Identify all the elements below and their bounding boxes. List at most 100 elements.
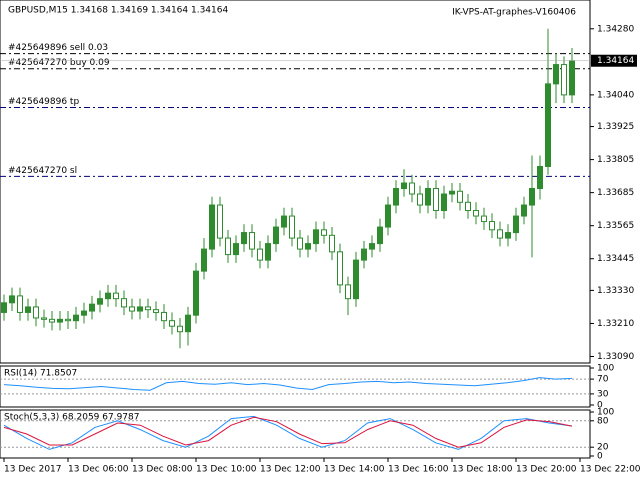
candle-body bbox=[377, 226, 383, 245]
candle-body bbox=[473, 210, 479, 217]
rsi-title: RSI(14) 71.8507 bbox=[4, 369, 77, 379]
candle-body bbox=[9, 295, 15, 304]
y-tick-label: 80 bbox=[597, 416, 609, 426]
candle-body bbox=[369, 243, 375, 250]
indicator-line bbox=[3, 377, 573, 391]
candle-body bbox=[529, 188, 535, 206]
candle-body bbox=[449, 190, 455, 195]
candle-body bbox=[505, 232, 511, 239]
candle-body bbox=[17, 295, 23, 313]
y-tick-label: 70 bbox=[597, 375, 609, 385]
candle-body bbox=[385, 204, 391, 228]
y-tick-label: 1.33210 bbox=[597, 319, 634, 329]
candle-body bbox=[481, 215, 487, 223]
current-price-label: 1.34164 bbox=[597, 56, 634, 66]
x-tick-label: 13 Dec 20:00 bbox=[516, 465, 577, 475]
candle-body bbox=[33, 306, 39, 319]
y-tick-label: 100 bbox=[597, 408, 614, 418]
y-tick-label: 1.34280 bbox=[597, 24, 634, 34]
candle-body bbox=[457, 190, 463, 203]
y-tick-label: 1.33685 bbox=[597, 188, 634, 198]
candle-body bbox=[49, 318, 55, 323]
candle-body bbox=[209, 204, 215, 250]
candle-body bbox=[313, 229, 319, 245]
y-tick-label: 30 bbox=[597, 389, 609, 399]
candle-body bbox=[249, 232, 255, 250]
candle-body bbox=[225, 237, 231, 256]
x-tick-label: 13 Dec 12:00 bbox=[260, 465, 321, 475]
candle-body bbox=[217, 204, 223, 239]
candle-body bbox=[201, 248, 207, 272]
x-tick-label: 13 Dec 10:00 bbox=[196, 465, 257, 475]
y-tick-label: 0 bbox=[597, 452, 603, 462]
indicator-line bbox=[3, 415, 573, 450]
chart-subtitle: IK-VPS-AT-graphes-V160406 bbox=[452, 8, 576, 18]
chart-title: GBPUSD,M15 1.34168 1.34169 1.34164 1.341… bbox=[8, 6, 228, 16]
candle-body bbox=[465, 201, 471, 212]
candle-body bbox=[257, 248, 263, 261]
candle-body bbox=[545, 83, 551, 167]
candle-body bbox=[569, 60, 575, 96]
candle-body bbox=[273, 226, 279, 245]
y-tick-label: 1.34040 bbox=[597, 90, 634, 100]
candle-body bbox=[145, 306, 151, 311]
candle-body bbox=[329, 234, 335, 253]
candle-body bbox=[129, 306, 135, 312]
indicator-line bbox=[3, 416, 573, 448]
candle-body bbox=[161, 311, 167, 322]
y-tick-label: 1.33090 bbox=[597, 352, 634, 362]
y-tick-label: 0 bbox=[597, 401, 603, 411]
candle-body bbox=[41, 317, 47, 320]
y-tick-label: 1.33565 bbox=[597, 221, 634, 231]
candle-body bbox=[553, 64, 559, 85]
candle-body bbox=[65, 318, 71, 322]
y-tick-label: 1.33330 bbox=[597, 286, 634, 296]
candle-body bbox=[81, 310, 87, 316]
order-label: #425649896 tp bbox=[8, 97, 79, 107]
candle-body bbox=[233, 243, 239, 256]
y-tick-label: 1.33925 bbox=[597, 122, 634, 132]
candle-body bbox=[305, 243, 311, 250]
x-tick-label: 13 Dec 14:00 bbox=[324, 465, 385, 475]
candle-body bbox=[185, 314, 191, 333]
candle-body bbox=[497, 229, 503, 239]
candle-body bbox=[193, 270, 199, 316]
candle-body bbox=[153, 309, 159, 313]
x-tick-label: 13 Dec 18:00 bbox=[452, 465, 513, 475]
candle-body bbox=[433, 188, 439, 212]
current-price-box bbox=[591, 54, 637, 67]
x-tick-label: 13 Dec 16:00 bbox=[388, 465, 449, 475]
candle-body bbox=[121, 298, 127, 308]
candle-body bbox=[73, 314, 79, 322]
candle-body bbox=[321, 229, 327, 236]
candle-body bbox=[89, 303, 95, 312]
main-panel bbox=[0, 0, 591, 364]
stoch-title: Stoch(5,3,3) 68.2059 67.9787 bbox=[4, 413, 139, 423]
candle-body bbox=[337, 251, 343, 286]
candle-body bbox=[361, 248, 367, 261]
y-tick-label: 20 bbox=[597, 443, 609, 453]
candle-body bbox=[57, 318, 63, 323]
candle-body bbox=[425, 188, 431, 206]
candle-body bbox=[105, 292, 111, 300]
order-label: #425649896 sell 0.03 bbox=[8, 43, 108, 53]
rsi-panel bbox=[0, 365, 591, 408]
candle-body bbox=[393, 188, 399, 206]
candle-body bbox=[513, 215, 519, 234]
candle-body bbox=[409, 182, 415, 195]
candle-body bbox=[177, 325, 183, 333]
candle-body bbox=[353, 259, 359, 300]
y-tick-label: 1.33805 bbox=[597, 155, 634, 165]
y-tick-label: 1.33445 bbox=[597, 254, 634, 264]
x-tick-label: 13 Dec 06:00 bbox=[68, 465, 129, 475]
candle-body bbox=[537, 165, 543, 190]
candle-body bbox=[297, 237, 303, 250]
candle-body bbox=[521, 204, 527, 217]
candle-body bbox=[113, 292, 119, 300]
x-tick-label: 13 Dec 22:00 bbox=[580, 465, 640, 475]
candle-body bbox=[289, 215, 295, 239]
order-label: #425647270 buy 0.09 bbox=[8, 58, 110, 68]
x-tick-label: 13 Dec 2017 bbox=[4, 465, 62, 475]
candle-body bbox=[345, 284, 351, 300]
